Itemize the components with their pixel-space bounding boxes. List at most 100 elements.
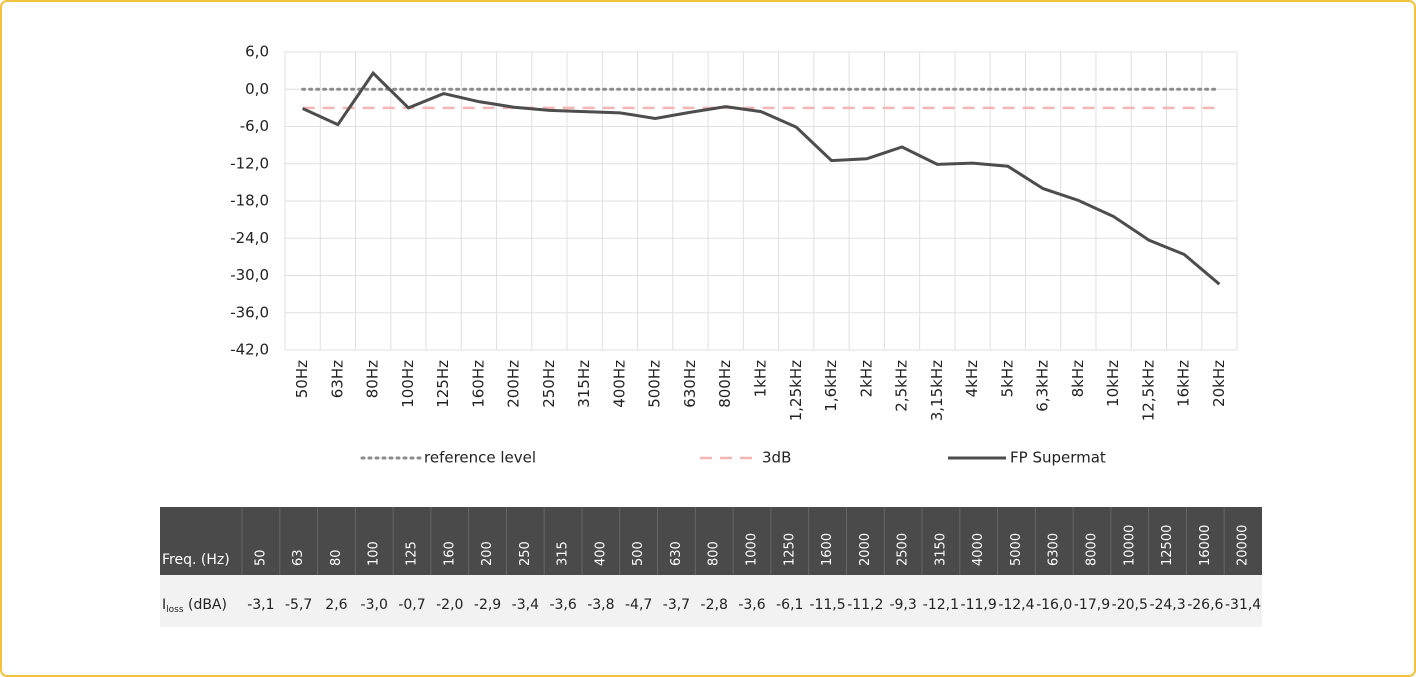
table-header-cell: 20000	[1236, 525, 1251, 566]
table-header-cell: 10000	[1122, 525, 1137, 566]
table-cell: -17,9	[1074, 597, 1110, 613]
table-cell: -12,4	[998, 597, 1034, 613]
table-row-label: Iloss (dBA)	[162, 597, 227, 615]
x-tick-label: 6,3kHz	[1034, 360, 1052, 412]
table-cell: -3,6	[549, 597, 576, 613]
table-header-cell: 800	[707, 541, 722, 566]
table-header-cell: 630	[669, 541, 684, 566]
x-tick-label: 16kHz	[1175, 360, 1193, 407]
table-header-cell: 315	[556, 541, 571, 566]
y-tick-label: -30,0	[230, 266, 269, 284]
x-tick-label: 160Hz	[469, 360, 487, 408]
table-cell: -11,9	[961, 597, 997, 613]
x-tick-label: 10kHz	[1104, 360, 1122, 407]
table-header-cell: 3150	[933, 533, 948, 566]
x-tick-label: 200Hz	[505, 360, 523, 408]
table-header-cell: 500	[631, 541, 646, 566]
y-tick-label: 6,0	[245, 43, 269, 61]
x-tick-label: 50Hz	[293, 360, 311, 398]
table-row-bg	[160, 575, 1262, 627]
table-header-cell: 100	[367, 541, 382, 566]
x-tick-label: 1,6kHz	[822, 360, 840, 412]
x-tick-label: 1kHz	[752, 360, 770, 398]
y-tick-label: -24,0	[230, 229, 269, 247]
x-tick-label: 2kHz	[857, 360, 875, 398]
x-tick-label: 3,15kHz	[928, 360, 946, 421]
table-header-bg	[160, 507, 1262, 575]
table-cell: -26,6	[1187, 597, 1223, 613]
table-header-cell: 1600	[820, 533, 835, 566]
x-tick-label: 63Hz	[328, 360, 346, 398]
table-cell: -31,4	[1225, 597, 1261, 613]
x-tick-label: 100Hz	[399, 360, 417, 408]
table-header-cell: 12500	[1160, 525, 1175, 566]
table-header-cell: 6300	[1047, 533, 1062, 566]
table-cell: -5,7	[285, 597, 312, 613]
y-tick-label: -12,0	[230, 154, 269, 172]
table-header-cell: 1000	[745, 533, 760, 566]
y-tick-label: -36,0	[230, 303, 269, 321]
table-header-cell: 2500	[896, 533, 911, 566]
table-header-cell: 1250	[782, 533, 797, 566]
table-cell: -2,8	[701, 597, 728, 613]
table-header-cell: 5000	[1009, 533, 1024, 566]
x-tick-label: 125Hz	[434, 360, 452, 408]
x-tick-label: 80Hz	[364, 360, 382, 398]
y-tick-label: 0,0	[245, 80, 269, 98]
table-header-cell: 4000	[971, 533, 986, 566]
y-tick-label: -18,0	[230, 192, 269, 210]
table-cell: -3,0	[361, 597, 388, 613]
table-header-cell: 200	[480, 541, 495, 566]
table-cell: -11,5	[809, 597, 845, 613]
table-header-cell: 16000	[1198, 525, 1213, 566]
table-cell: -0,7	[398, 597, 425, 613]
x-tick-label: 800Hz	[716, 360, 734, 408]
table-cell: -3,1	[247, 597, 274, 613]
table-cell: -3,7	[663, 597, 690, 613]
table-header-cell: 125	[405, 541, 420, 566]
row-label-main: I	[162, 597, 166, 613]
table-header-cell: 80	[329, 549, 344, 566]
table-cell: -2,9	[474, 597, 501, 613]
table-header-label: Freq. (Hz)	[162, 552, 230, 568]
x-tick-label: 500Hz	[646, 360, 664, 408]
y-tick-label: -6,0	[240, 117, 269, 135]
x-tick-label: 2,5kHz	[893, 360, 911, 412]
table-cell: -9,3	[889, 597, 916, 613]
table-cell: 2,6	[325, 597, 347, 613]
table-header-cell: 8000	[1085, 533, 1100, 566]
table-cell: -20,5	[1112, 597, 1148, 613]
x-tick-label: 4kHz	[963, 360, 981, 398]
table-cell: -6,1	[776, 597, 803, 613]
table-cell: -3,6	[738, 597, 765, 613]
x-tick-label: 5kHz	[998, 360, 1016, 398]
row-label-sub: loss	[166, 605, 184, 615]
table-header-cell: 400	[593, 541, 608, 566]
table-cell: -12,1	[923, 597, 959, 613]
table-cell: -3,4	[512, 597, 539, 613]
row-label-unit: (dBA)	[184, 597, 227, 613]
x-tick-label: 20kHz	[1210, 360, 1228, 407]
table-cell: -16,0	[1036, 597, 1072, 613]
x-tick-label: 12,5kHz	[1139, 360, 1157, 421]
table-cell: -4,7	[625, 597, 652, 613]
legend-label: 3dB	[762, 449, 791, 467]
table-header-cell: 63	[291, 549, 306, 566]
x-tick-label: 1,25kHz	[787, 360, 805, 421]
x-tick-label: 400Hz	[610, 360, 628, 408]
table-cell: -3,8	[587, 597, 614, 613]
x-tick-label: 250Hz	[540, 360, 558, 408]
table-header-cell: 250	[518, 541, 533, 566]
x-tick-label: 8kHz	[1069, 360, 1087, 398]
table-header-cell: 160	[442, 541, 457, 566]
table-header-cell: 50	[253, 549, 268, 566]
table-header-cell: 2000	[858, 533, 873, 566]
table-cell: -2,0	[436, 597, 463, 613]
x-tick-label: 630Hz	[681, 360, 699, 408]
series-line	[302, 70, 1221, 286]
table-cell: -24,3	[1149, 597, 1185, 613]
x-tick-label: 315Hz	[575, 360, 593, 408]
y-tick-label: -42,0	[230, 341, 269, 359]
legend-label: reference level	[424, 449, 536, 467]
